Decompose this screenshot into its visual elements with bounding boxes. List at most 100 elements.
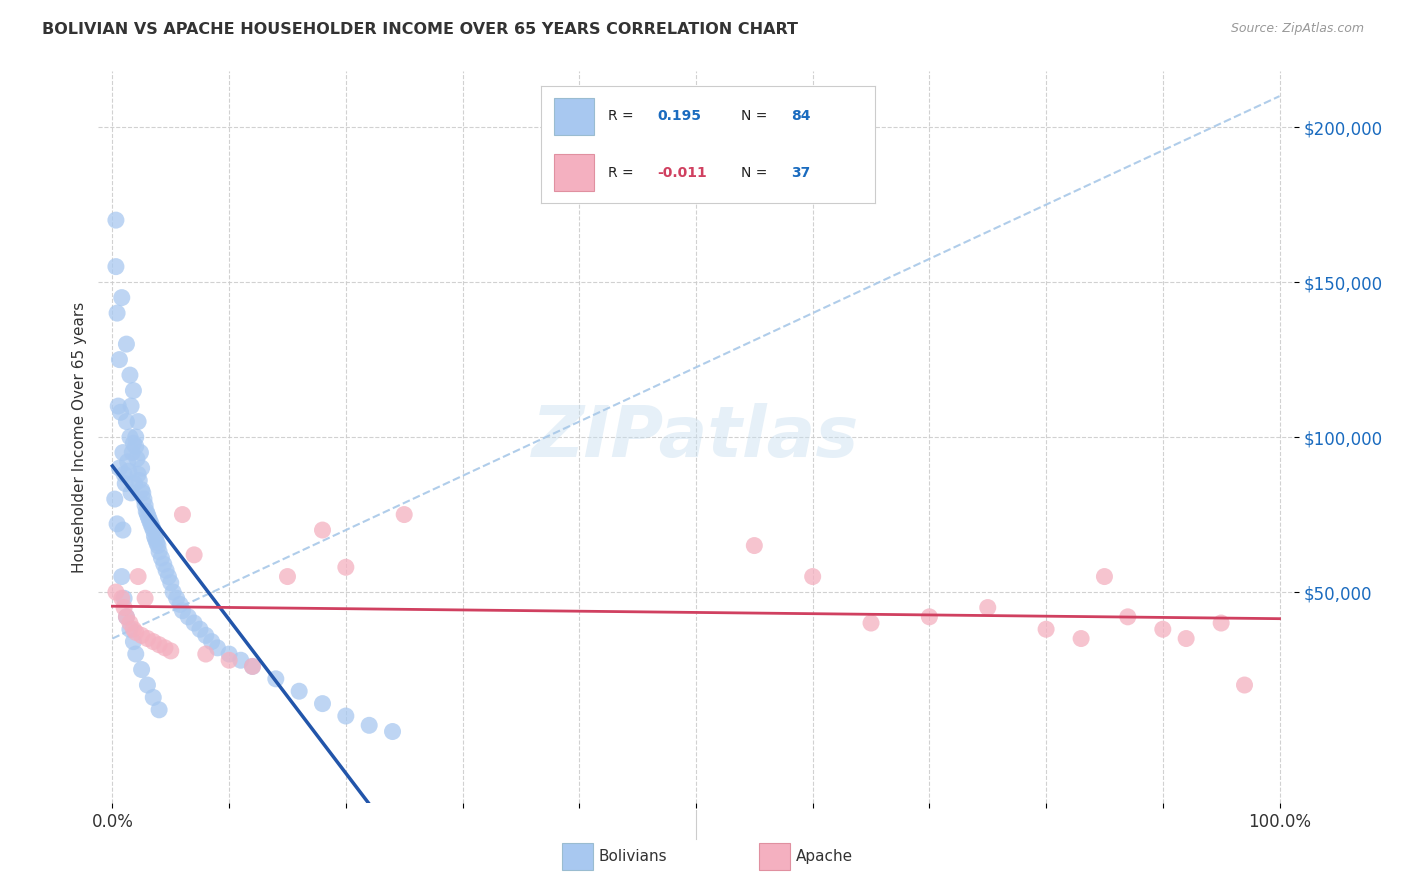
Point (127, 467, 149, 482)
Point (127, 415, 149, 429)
Point (153, 640, 176, 655)
Point (125, 451, 148, 466)
Point (183, 548, 205, 562)
Point (110, 405, 132, 419)
Point (132, 486, 155, 500)
Point (162, 585, 184, 599)
Point (142, 634, 165, 648)
Y-axis label: Householder Income Over 65 years: Householder Income Over 65 years (72, 301, 87, 573)
Point (194, 628, 217, 642)
Point (105, 516, 128, 531)
Point (311, 697, 333, 711)
Point (104, 213, 127, 227)
Point (264, 672, 287, 686)
Point (104, 491, 127, 506)
Point (111, 445, 134, 459)
Point (152, 557, 174, 571)
Point (157, 569, 180, 583)
Point (131, 483, 153, 497)
Point (148, 545, 170, 559)
Point (1116, 610, 1139, 624)
Point (392, 508, 415, 522)
Point (111, 523, 134, 537)
Point (118, 464, 141, 478)
Point (801, 569, 824, 583)
Point (115, 337, 138, 351)
Point (1094, 569, 1116, 583)
Point (125, 647, 148, 661)
Point (155, 563, 177, 577)
Text: Bolivians: Bolivians (599, 849, 668, 863)
Point (335, 709, 357, 723)
Text: BOLIVIAN VS APACHE HOUSEHOLDER INCOME OVER 65 YEARS CORRELATION CHART: BOLIVIAN VS APACHE HOUSEHOLDER INCOME OV… (42, 22, 799, 37)
Point (172, 604, 194, 618)
Point (122, 384, 145, 398)
Point (114, 476, 136, 491)
Point (201, 634, 224, 648)
Point (118, 368, 141, 383)
Point (146, 539, 169, 553)
Point (120, 399, 142, 413)
Point (1175, 632, 1198, 646)
Point (125, 439, 148, 453)
Point (139, 516, 162, 531)
Point (148, 638, 170, 652)
Point (381, 724, 404, 739)
Point (125, 430, 148, 444)
Point (218, 653, 240, 667)
Point (118, 615, 141, 630)
Point (111, 569, 134, 583)
Point (218, 647, 240, 661)
Point (229, 653, 252, 667)
Point (112, 600, 135, 615)
Point (276, 569, 298, 583)
Point (108, 461, 131, 475)
Point (138, 510, 160, 524)
Point (359, 718, 381, 732)
Point (134, 591, 156, 606)
Point (131, 663, 153, 677)
Point (112, 591, 135, 606)
Point (108, 352, 131, 367)
Point (127, 569, 149, 583)
Point (311, 523, 333, 537)
Point (128, 474, 150, 488)
Point (131, 461, 153, 475)
Point (122, 436, 145, 450)
Point (145, 533, 167, 547)
Point (169, 598, 191, 612)
Point (111, 591, 134, 606)
Point (121, 445, 143, 459)
Point (242, 659, 264, 673)
Point (288, 684, 311, 698)
Point (977, 600, 1000, 615)
Point (107, 399, 129, 413)
Point (194, 647, 217, 661)
Point (1211, 615, 1233, 630)
Point (918, 610, 941, 624)
Point (135, 504, 157, 518)
Point (136, 508, 159, 522)
Point (136, 632, 159, 646)
Point (860, 615, 883, 630)
Point (104, 260, 127, 274)
Point (122, 622, 145, 636)
Point (141, 520, 163, 534)
Point (118, 430, 141, 444)
Point (104, 585, 127, 599)
Point (142, 523, 165, 537)
Point (207, 640, 229, 655)
Point (150, 551, 173, 566)
Point (118, 622, 141, 636)
Point (125, 625, 148, 640)
Point (131, 628, 153, 642)
Text: Source: ZipAtlas.com: Source: ZipAtlas.com (1230, 22, 1364, 36)
Point (146, 535, 169, 549)
Point (122, 634, 145, 648)
Point (134, 498, 156, 512)
Point (136, 678, 159, 692)
Point (242, 659, 264, 673)
Point (115, 610, 138, 624)
Point (744, 539, 766, 553)
Point (124, 476, 146, 491)
